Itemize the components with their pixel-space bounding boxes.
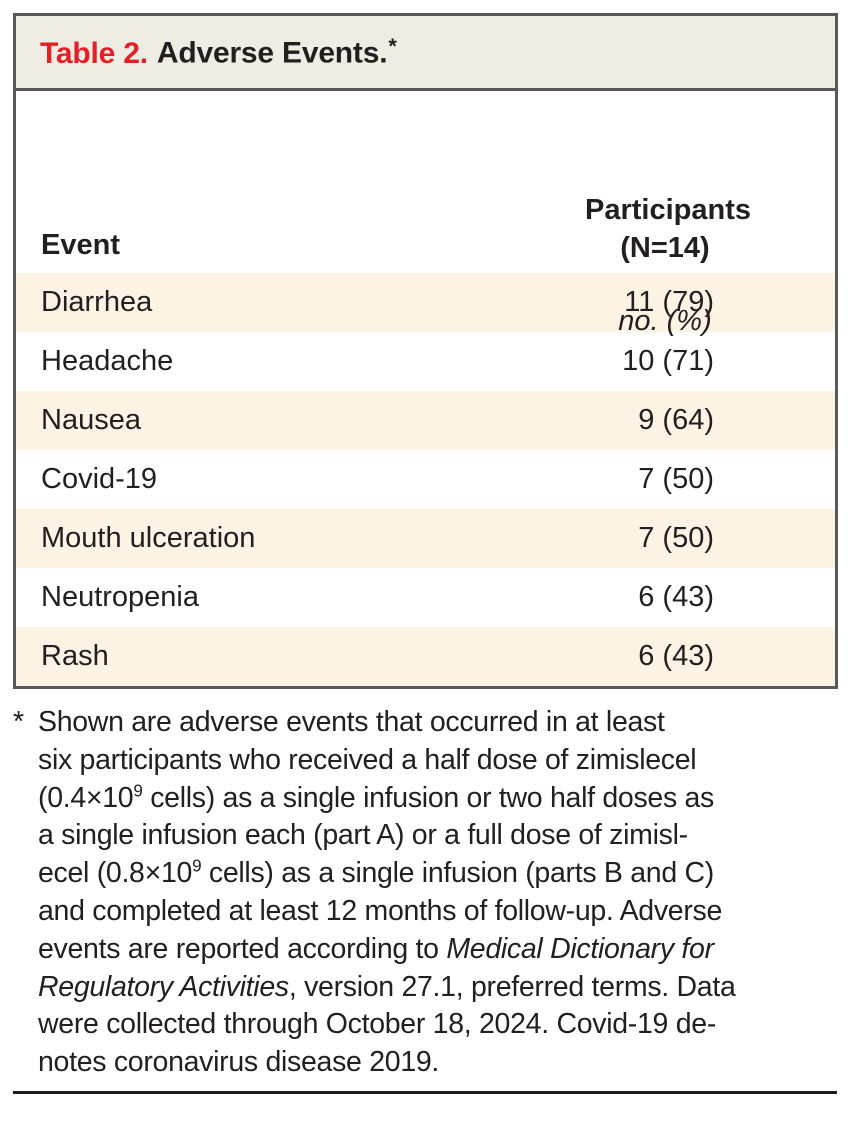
footnote-line: a single infusion each (part A) or a ful… [38,817,837,855]
value-cell: 10 (71) [622,345,714,377]
event-cell: Neutropenia [41,581,199,613]
footnote-text-segment: notes coronavirus disease 2019. [38,1046,440,1079]
value-cell: 11 (79) [624,286,714,318]
footnote-line: (0.4×109 cells) as a single infusion or … [38,780,837,818]
value-cell: 7 (50) [638,463,714,495]
table-row: Neutropenia 6 (43) [16,568,835,627]
footnote-text-segment: Shown are adverse events that occurred i… [38,706,665,738]
table-number-label: Table 2. [40,36,148,70]
footnote-text-segment: , version 27.1, preferred terms. Data [288,970,736,1003]
footnote-line: notes coronavirus disease 2019. [38,1044,837,1082]
footnote-line: and completed at least 12 months of foll… [38,893,837,931]
bottom-rule [13,1090,837,1094]
column-header-participants: Participants (N=14) no. (%) [585,91,835,337]
footnote-marker: * [13,706,24,738]
footnote-text-segment: 9 [133,781,143,801]
event-cell: Covid-19 [41,463,158,495]
footnote-text-segment: Medical Dictionary for [446,932,714,965]
footnote-text-segment: a single infusion each (part A) or a ful… [38,819,688,852]
table-row: Rash 6 (43) [16,627,835,686]
footnote-line: ecel (0.8×109 cells) as a single infusio… [38,855,837,893]
value-cell: 6 (43) [638,581,714,613]
table-row: Headache 10 (71) [16,332,835,391]
footnote: * Shown are adverse events that occurred … [13,704,837,1082]
footnote-text-segment: cells) as a single infusion or two half … [142,781,715,814]
table-title-bar: Table 2. Adverse Events.* [16,16,835,91]
value-cell: 6 (43) [638,640,714,672]
participants-header-line2: (N=14) [620,232,710,264]
participants-header-line1: Participants [585,194,751,226]
event-cell: Nausea [41,404,141,436]
footnote-line: Regulatory Activities, version 27.1, pre… [38,969,837,1007]
table-row: Nausea 9 (64) [16,391,835,450]
footnote-line: events are reported according to Medical… [38,931,837,969]
footnote-text-segment: and completed at least 12 months of foll… [38,894,723,927]
footnote-line: six participants who received a half dos… [38,742,837,780]
table-body: Diarrhea 11 (79) Headache 10 (71) Nausea 9 (6… [16,273,835,686]
column-header-event: Event [41,229,120,261]
value-cell: 7 (50) [638,522,714,554]
table-row: Mouth ulceration 7 (50) [16,509,835,568]
value-cell: 9 (64) [638,404,714,436]
event-cell: Mouth ulceration [41,522,256,554]
footnote-line: were collected through October 18, 2024.… [38,1006,837,1044]
footnote-text-segment: ecel (0.8×10 [38,857,193,890]
footnote-text-segment: Regulatory Activities [38,970,289,1003]
table-title-text: Adverse Events. [156,36,388,70]
adverse-events-table: Table 2. Adverse Events.* Event Participa… [13,13,838,689]
table-title: Table 2. Adverse Events.* [40,33,397,71]
column-subheader-unit: no. (%) [618,305,712,337]
footnote-text-segment: 9 [192,856,202,876]
event-cell: Diarrhea [41,286,153,318]
table-header-row: Event Participants (N=14) no. (%) [16,91,835,337]
footnote-text-segment: (0.4×10 [38,781,134,814]
table-title-footnote-marker: * [388,33,397,59]
event-cell: Headache [41,345,174,377]
footnote-text-segment: cells) as a single infusion (parts B and… [201,857,714,890]
footnote-text-segment: events are reported according to [38,932,447,965]
footnote-text-segment: six participants who received a half dos… [38,743,697,776]
table-row: Diarrhea 11 (79) [16,273,835,332]
footnote-text-segment: were collected through October 18, 2024.… [38,1008,717,1041]
footnote-line: * Shown are adverse events that occurred … [13,704,837,742]
table-row: Covid-19 7 (50) [16,450,835,509]
event-cell: Rash [41,640,109,672]
